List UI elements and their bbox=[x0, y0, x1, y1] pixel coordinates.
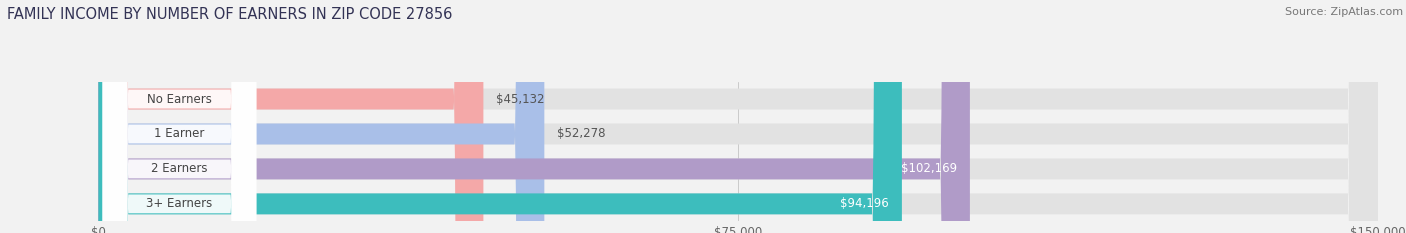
Text: $102,169: $102,169 bbox=[901, 162, 957, 175]
Text: $52,278: $52,278 bbox=[557, 127, 606, 140]
Text: FAMILY INCOME BY NUMBER OF EARNERS IN ZIP CODE 27856: FAMILY INCOME BY NUMBER OF EARNERS IN ZI… bbox=[7, 7, 453, 22]
Text: 3+ Earners: 3+ Earners bbox=[146, 197, 212, 210]
FancyBboxPatch shape bbox=[103, 0, 256, 233]
Text: No Earners: No Earners bbox=[148, 93, 212, 106]
FancyBboxPatch shape bbox=[98, 0, 1378, 233]
Text: $45,132: $45,132 bbox=[496, 93, 544, 106]
FancyBboxPatch shape bbox=[98, 0, 1378, 233]
FancyBboxPatch shape bbox=[98, 0, 1378, 233]
FancyBboxPatch shape bbox=[98, 0, 1378, 233]
FancyBboxPatch shape bbox=[103, 0, 256, 233]
FancyBboxPatch shape bbox=[98, 0, 484, 233]
Text: 1 Earner: 1 Earner bbox=[155, 127, 205, 140]
FancyBboxPatch shape bbox=[103, 0, 256, 233]
Text: $94,196: $94,196 bbox=[841, 197, 889, 210]
FancyBboxPatch shape bbox=[98, 0, 970, 233]
FancyBboxPatch shape bbox=[98, 0, 901, 233]
FancyBboxPatch shape bbox=[98, 0, 544, 233]
FancyBboxPatch shape bbox=[103, 0, 256, 233]
Text: 2 Earners: 2 Earners bbox=[152, 162, 208, 175]
Text: Source: ZipAtlas.com: Source: ZipAtlas.com bbox=[1285, 7, 1403, 17]
